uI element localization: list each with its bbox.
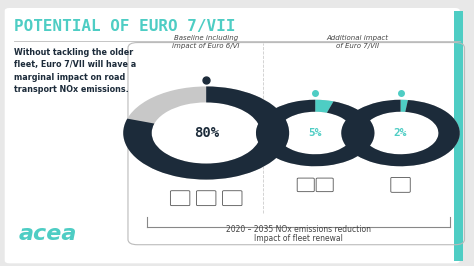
Text: 5%: 5% (309, 128, 322, 138)
FancyBboxPatch shape (454, 11, 463, 261)
Wedge shape (256, 100, 374, 166)
Wedge shape (315, 100, 334, 113)
Text: acea: acea (19, 224, 77, 244)
Text: Impact of fleet renewal: Impact of fleet renewal (254, 234, 343, 243)
Text: Additional impact
of Euro 7/VII: Additional impact of Euro 7/VII (327, 35, 389, 49)
Wedge shape (123, 86, 289, 180)
Text: Without tackling the older
fleet, Euro 7/VII will have a
marginal impact on road: Without tackling the older fleet, Euro 7… (14, 48, 137, 94)
Text: 80%: 80% (193, 126, 219, 140)
Wedge shape (123, 86, 289, 180)
Text: 2%: 2% (394, 128, 407, 138)
Text: POTENTIAL OF EURO 7/VII: POTENTIAL OF EURO 7/VII (14, 19, 236, 34)
FancyBboxPatch shape (5, 8, 460, 263)
Wedge shape (256, 100, 374, 166)
Text: 2020 – 2035 NOx emissions reduction: 2020 – 2035 NOx emissions reduction (226, 225, 371, 234)
Wedge shape (341, 100, 460, 166)
Wedge shape (341, 100, 460, 166)
Wedge shape (401, 100, 408, 112)
Text: Baseline including
impact of Euro 6/VI: Baseline including impact of Euro 6/VI (173, 35, 240, 49)
